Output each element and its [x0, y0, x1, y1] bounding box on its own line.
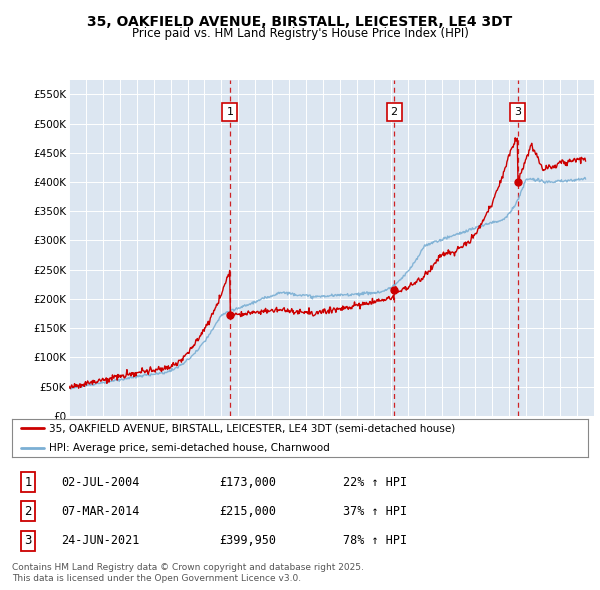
Text: Contains HM Land Registry data © Crown copyright and database right 2025.
This d: Contains HM Land Registry data © Crown c…: [12, 563, 364, 583]
Text: 3: 3: [25, 534, 32, 547]
Text: £399,950: £399,950: [220, 534, 277, 547]
Text: 2: 2: [391, 107, 398, 117]
Text: 78% ↑ HPI: 78% ↑ HPI: [343, 534, 407, 547]
Text: 3: 3: [514, 107, 521, 117]
Text: 35, OAKFIELD AVENUE, BIRSTALL, LEICESTER, LE4 3DT (semi-detached house): 35, OAKFIELD AVENUE, BIRSTALL, LEICESTER…: [49, 424, 455, 434]
Text: £215,000: £215,000: [220, 505, 277, 518]
Text: HPI: Average price, semi-detached house, Charnwood: HPI: Average price, semi-detached house,…: [49, 442, 330, 453]
Text: 1: 1: [25, 476, 32, 489]
Text: £173,000: £173,000: [220, 476, 277, 489]
Text: 02-JUL-2004: 02-JUL-2004: [61, 476, 139, 489]
Text: 1: 1: [226, 107, 233, 117]
Text: 35, OAKFIELD AVENUE, BIRSTALL, LEICESTER, LE4 3DT: 35, OAKFIELD AVENUE, BIRSTALL, LEICESTER…: [88, 15, 512, 29]
Text: 37% ↑ HPI: 37% ↑ HPI: [343, 505, 407, 518]
Text: 2: 2: [25, 505, 32, 518]
Text: Price paid vs. HM Land Registry's House Price Index (HPI): Price paid vs. HM Land Registry's House …: [131, 27, 469, 40]
Text: 07-MAR-2014: 07-MAR-2014: [61, 505, 139, 518]
Text: 24-JUN-2021: 24-JUN-2021: [61, 534, 139, 547]
Text: 22% ↑ HPI: 22% ↑ HPI: [343, 476, 407, 489]
